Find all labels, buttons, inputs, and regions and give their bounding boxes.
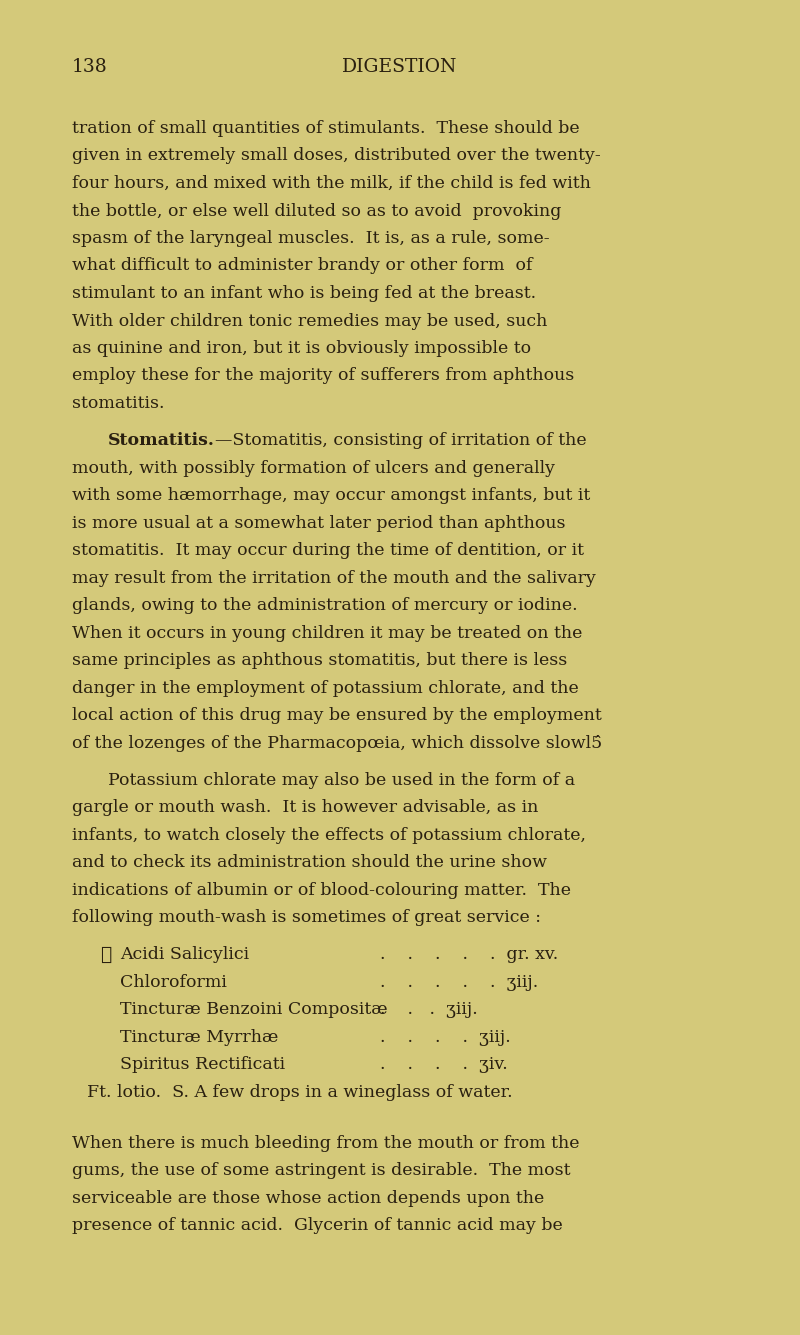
Text: same principles as aphthous stomatitis, but there is less: same principles as aphthous stomatitis, …	[72, 651, 567, 669]
Text: may result from the irritation of the mouth and the salivary: may result from the irritation of the mo…	[72, 570, 596, 586]
Text: .    .    .    .    .  ʒiij.: . . . . . ʒiij.	[380, 973, 538, 991]
Text: 138: 138	[72, 57, 108, 76]
Text: .    .    .    .  ʒiv.: . . . . ʒiv.	[380, 1056, 508, 1073]
Text: Chloroformi: Chloroformi	[120, 973, 227, 991]
Text: serviceable are those whose action depends upon the: serviceable are those whose action depen…	[72, 1189, 544, 1207]
Text: employ these for the majority of sufferers from aphthous: employ these for the majority of suffere…	[72, 367, 574, 384]
Text: gargle or mouth wash.  It is however advisable, as in: gargle or mouth wash. It is however advi…	[72, 800, 538, 816]
Text: Tincturæ Benzoini Compositæ: Tincturæ Benzoini Compositæ	[120, 1001, 388, 1019]
Text: stomatitis.: stomatitis.	[72, 395, 165, 413]
Text: Ft. lotio.  S. A few drops in a wineglass of water.: Ft. lotio. S. A few drops in a wineglass…	[87, 1084, 513, 1101]
Text: Tincturæ Myrrhæ: Tincturæ Myrrhæ	[120, 1029, 278, 1045]
Text: what difficult to administer brandy or other form  of: what difficult to administer brandy or o…	[72, 258, 533, 275]
Text: mouth, with possibly formation of ulcers and generally: mouth, with possibly formation of ulcers…	[72, 459, 555, 477]
Text: and to check its administration should the urine show: and to check its administration should t…	[72, 854, 547, 872]
Text: Potassium chlorate may also be used in the form of a: Potassium chlorate may also be used in t…	[108, 772, 575, 789]
Text: local action of this drug may be ensured by the employment: local action of this drug may be ensured…	[72, 708, 602, 724]
Text: When it occurs in young children it may be treated on the: When it occurs in young children it may …	[72, 625, 582, 642]
Text: four hours, and mixed with the milk, if the child is fed with: four hours, and mixed with the milk, if …	[72, 175, 591, 192]
Text: spasm of the laryngeal muscles.  It is, as a rule, some-: spasm of the laryngeal muscles. It is, a…	[72, 230, 550, 247]
Text: stimulant to an infant who is being fed at the breast.: stimulant to an infant who is being fed …	[72, 284, 536, 302]
Text: .    .    .    .  ʒiij.: . . . . ʒiij.	[380, 1029, 510, 1045]
Text: of the lozenges of the Pharmacopœia, which dissolve slowl5̂: of the lozenges of the Pharmacopœia, whi…	[72, 734, 602, 752]
Text: .    .   .  ʒiij.: . . . ʒiij.	[380, 1001, 478, 1019]
Text: danger in the employment of potassium chlorate, and the: danger in the employment of potassium ch…	[72, 680, 578, 697]
Text: tration of small quantities of stimulants.  These should be: tration of small quantities of stimulant…	[72, 120, 580, 138]
Text: —Stomatitis, consisting of irritation of the: —Stomatitis, consisting of irritation of…	[215, 433, 586, 449]
Text: the bottle, or else well diluted so as to avoid  provoking: the bottle, or else well diluted so as t…	[72, 203, 562, 219]
Text: indications of albumin or of blood-colouring matter.  The: indications of albumin or of blood-colou…	[72, 881, 571, 898]
Text: infants, to watch closely the effects of potassium chlorate,: infants, to watch closely the effects of…	[72, 826, 586, 844]
Text: presence of tannic acid.  Glycerin of tannic acid may be: presence of tannic acid. Glycerin of tan…	[72, 1218, 562, 1235]
Text: as quinine and iron, but it is obviously impossible to: as quinine and iron, but it is obviously…	[72, 340, 531, 356]
Text: .    .    .    .    .  gr. xv.: . . . . . gr. xv.	[380, 947, 558, 964]
Text: ℞: ℞	[100, 947, 111, 964]
Text: DIGESTION: DIGESTION	[342, 57, 458, 76]
Text: with some hæmorrhage, may occur amongst infants, but it: with some hæmorrhage, may occur amongst …	[72, 487, 590, 505]
Text: glands, owing to the administration of mercury or iodine.: glands, owing to the administration of m…	[72, 597, 578, 614]
Text: given in extremely small doses, distributed over the twenty-: given in extremely small doses, distribu…	[72, 147, 601, 164]
Text: gums, the use of some astringent is desirable.  The most: gums, the use of some astringent is desi…	[72, 1163, 570, 1179]
Text: Stomatitis.: Stomatitis.	[108, 433, 215, 449]
Text: Spiritus Rectificati: Spiritus Rectificati	[120, 1056, 285, 1073]
Text: following mouth-wash is sometimes of great service :: following mouth-wash is sometimes of gre…	[72, 909, 541, 926]
Text: When there is much bleeding from the mouth or from the: When there is much bleeding from the mou…	[72, 1135, 579, 1152]
Text: is more usual at a somewhat later period than aphthous: is more usual at a somewhat later period…	[72, 514, 566, 531]
Text: Acidi Salicylici: Acidi Salicylici	[120, 947, 249, 964]
Text: With older children tonic remedies may be used, such: With older children tonic remedies may b…	[72, 312, 547, 330]
Text: stomatitis.  It may occur during the time of dentition, or it: stomatitis. It may occur during the time…	[72, 542, 584, 559]
